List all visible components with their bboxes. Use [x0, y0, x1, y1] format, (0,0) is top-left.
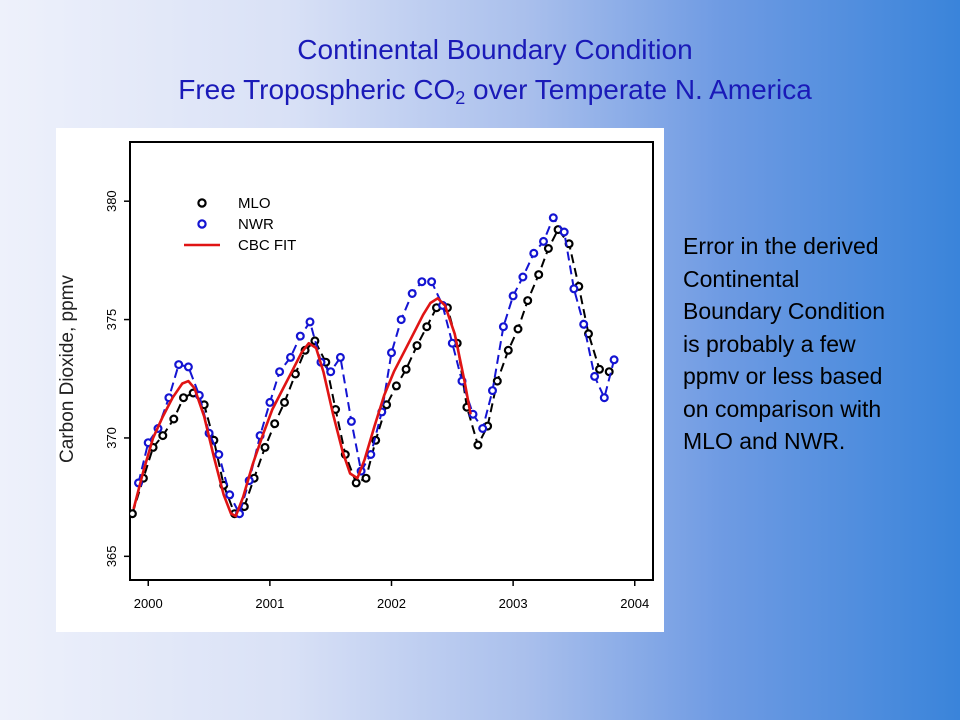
slide-title: Continental Boundary Condition Free Trop…: [0, 30, 960, 110]
y-tick-label: 365: [104, 545, 119, 567]
data-point-mlo: [604, 367, 614, 377]
data-point-nwr: [599, 393, 609, 403]
data-point-nwr: [518, 272, 528, 282]
data-point-mlo: [594, 364, 604, 374]
data-point-nwr: [286, 352, 296, 362]
data-point-nwr: [387, 348, 397, 358]
data-point-nwr: [366, 450, 376, 460]
co2-chart: 2000 2001 2002 2003 2004 365 370 375 380 Carbon D…: [57, 141, 654, 611]
data-point-nwr: [225, 490, 235, 500]
data-point-mlo: [391, 381, 401, 391]
legend-label: MLO: [238, 195, 271, 212]
plot-frame: [129, 141, 654, 581]
data-point-nwr: [529, 248, 539, 258]
data-point-mlo: [543, 243, 553, 253]
data-point-mlo: [492, 376, 502, 386]
data-point-nwr: [346, 416, 356, 426]
legend-label: NWR: [238, 216, 274, 233]
data-point-nwr: [559, 227, 569, 237]
legend: MLO NWR CBC FIT: [184, 195, 296, 254]
data-point-nwr: [609, 355, 619, 365]
x-tick-label: 2003: [499, 596, 528, 611]
x-tick-label: 2001: [255, 596, 284, 611]
data-point-nwr: [326, 367, 336, 377]
data-point-nwr: [539, 236, 549, 246]
data-point-nwr: [396, 315, 406, 325]
y-axis-label: Carbon Dioxide, ppmv: [57, 275, 78, 463]
y-tick-label: 370: [104, 427, 119, 449]
data-point-mlo: [178, 393, 188, 403]
data-point-mlo: [534, 270, 544, 280]
title-subscript: 2: [455, 88, 466, 108]
data-point-mlo: [473, 440, 483, 450]
data-point-mlo: [422, 322, 432, 332]
data-point-nwr: [265, 397, 275, 407]
data-point-nwr: [548, 213, 558, 223]
data-point-nwr: [590, 371, 600, 381]
data-point-nwr: [447, 338, 457, 348]
data-point-mlo: [523, 296, 533, 306]
data-point-nwr: [275, 367, 285, 377]
chart-panel: 2000 2001 2002 2003 2004 365 370 375 380 Carbon D…: [56, 128, 664, 632]
data-point-mlo: [270, 419, 280, 429]
data-point-nwr: [335, 352, 345, 362]
data-point-nwr: [478, 424, 488, 434]
data-point-nwr: [508, 291, 518, 301]
data-point-mlo: [351, 478, 361, 488]
title-line-1: Continental Boundary Condition: [297, 34, 693, 65]
data-point-nwr: [174, 360, 184, 370]
data-point-nwr: [417, 277, 427, 287]
data-point-mlo: [130, 509, 137, 519]
data-point-mlo: [158, 431, 168, 441]
title-line-2: Free Tropospheric CO2 over Temperate N. …: [0, 70, 960, 110]
data-point-nwr: [498, 322, 508, 332]
y-tick-label: 380: [104, 190, 119, 212]
x-tick-label: 2002: [377, 596, 406, 611]
data-point-nwr: [214, 450, 224, 460]
series-line-cbc-fit: [132, 297, 472, 518]
data-point-nwr: [427, 277, 437, 287]
data-point-mlo: [401, 364, 411, 374]
data-point-mlo: [169, 414, 179, 424]
x-tick-label: 2000: [134, 596, 163, 611]
title-line-2-end: over Temperate N. America: [465, 74, 812, 105]
data-point-nwr: [407, 289, 417, 299]
data-point-mlo: [361, 473, 371, 483]
side-note: Error in the derived Continental Boundar…: [683, 233, 886, 454]
legend-swatch-marker: [197, 219, 207, 229]
title-line-2-start: Free Tropospheric CO: [178, 74, 456, 105]
data-point-mlo: [513, 324, 523, 334]
data-point-nwr: [488, 386, 498, 396]
data-point-mlo: [280, 397, 290, 407]
data-point-nwr: [569, 284, 579, 294]
x-tick-label: 2004: [620, 596, 649, 611]
data-point-nwr: [183, 362, 193, 372]
legend-swatch-marker: [197, 198, 207, 208]
data-point-nwr: [579, 319, 589, 329]
legend-label: CBC FIT: [238, 237, 296, 254]
data-point-mlo: [412, 341, 422, 351]
y-tick-label: 375: [104, 309, 119, 331]
data-point-nwr: [295, 331, 305, 341]
plot-area: [130, 213, 619, 519]
data-point-mlo: [260, 442, 270, 452]
data-point-mlo: [503, 345, 513, 355]
data-point-nwr: [305, 317, 315, 327]
